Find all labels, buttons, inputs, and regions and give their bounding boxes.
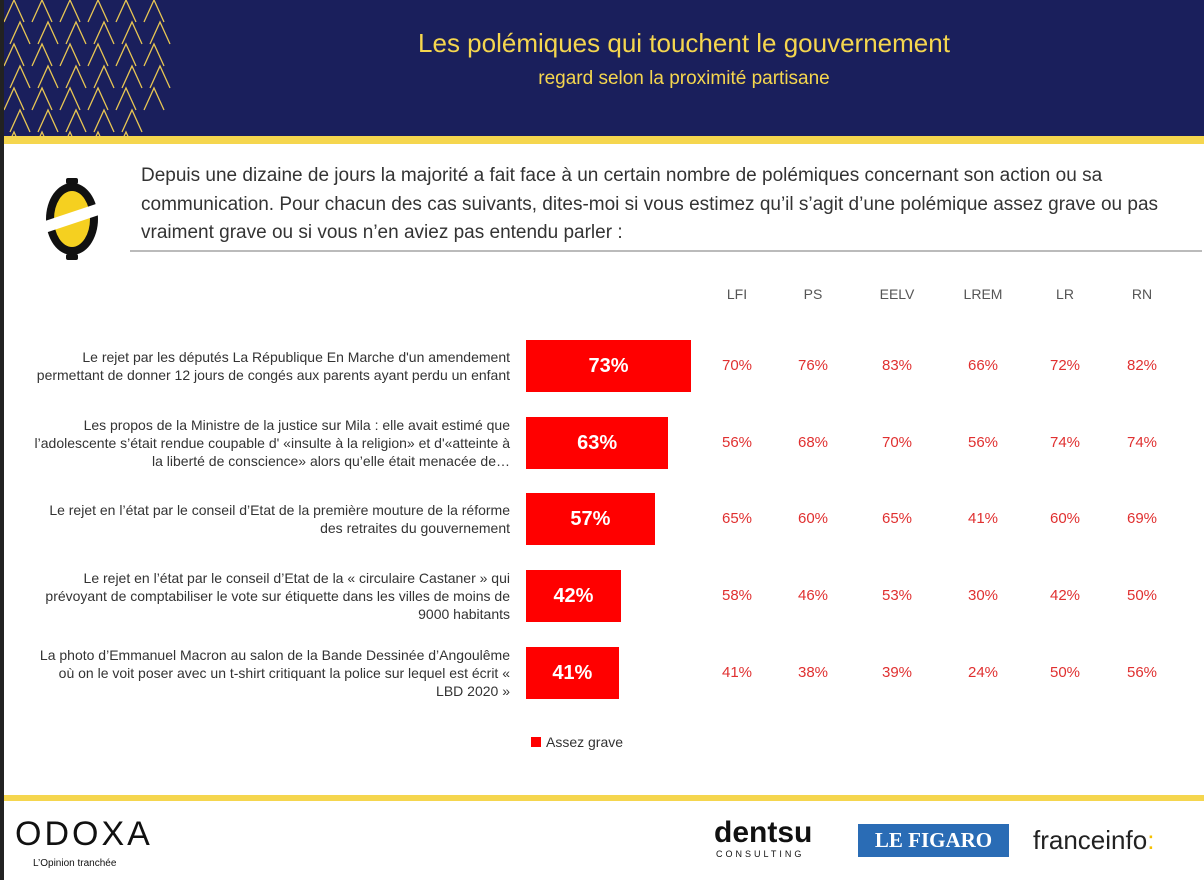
- table-cell: 60%: [1049, 510, 1081, 527]
- bar-label: 42%: [553, 584, 594, 607]
- header-banner: Les polémiques qui touchent le gouvernem…: [4, 0, 1204, 136]
- bar-label: 41%: [552, 661, 593, 684]
- franceinfo-logo: franceinfo:: [1033, 825, 1154, 856]
- question-divider: [130, 250, 1202, 252]
- dentsu-logo: dentsu: [714, 816, 813, 849]
- bar: 63%: [526, 417, 669, 469]
- table-cell: 74%: [1126, 434, 1158, 451]
- table-cell: 41%: [721, 664, 753, 681]
- dentsu-sub: CONSULTING: [716, 849, 805, 859]
- table-cell: 41%: [967, 510, 999, 527]
- bar-label: 63%: [577, 431, 618, 454]
- table-cell: 82%: [1126, 357, 1158, 374]
- table-cell: 53%: [881, 587, 913, 604]
- table-cell: 83%: [881, 357, 913, 374]
- footer-stripe: [4, 795, 1204, 801]
- bar-label: 57%: [570, 507, 611, 530]
- bar: 73%: [526, 340, 691, 392]
- legend-swatch: [531, 737, 541, 747]
- table-cell: 76%: [797, 357, 829, 374]
- category-label: Le rejet en l’état par le conseil d’Etat…: [49, 502, 510, 536]
- legend-label: Assez grave: [546, 734, 624, 750]
- table-cell: 46%: [797, 587, 829, 604]
- category-label: La photo d’Emmanuel Macron au salon de l…: [39, 647, 510, 699]
- legend: Assez grave: [531, 734, 623, 750]
- column-header: RN: [1131, 286, 1153, 302]
- header-stripe: [4, 136, 1204, 144]
- table-cell: 24%: [967, 664, 999, 681]
- odoxa-lemon-icon: [42, 178, 102, 260]
- category-label: Les propos de la Ministre de la justice …: [34, 417, 510, 469]
- column-header: LFI: [726, 286, 748, 302]
- table-cell: 42%: [1049, 587, 1081, 604]
- column-header: LR: [1056, 286, 1074, 302]
- table-cell: 56%: [1126, 664, 1158, 681]
- odoxa-tagline: L’Opinion tranchée: [33, 858, 117, 869]
- left-border: [0, 0, 4, 880]
- table-cell: 58%: [721, 587, 753, 604]
- table-cell: 30%: [967, 587, 999, 604]
- table-cell: 68%: [797, 434, 829, 451]
- table-cell: 65%: [881, 510, 913, 527]
- table-cell: 70%: [881, 434, 913, 451]
- chevron-pattern: [4, 0, 171, 136]
- table-cell: 65%: [721, 510, 753, 527]
- table-cell: 69%: [1126, 510, 1158, 527]
- table-cell: 70%: [721, 357, 753, 374]
- category-label: Le rejet en l’état par le conseil d’Etat…: [45, 570, 510, 622]
- table-cell: 60%: [797, 510, 829, 527]
- page-subtitle: regard selon la proximité partisane: [538, 68, 830, 89]
- table-cell: 72%: [1049, 357, 1081, 374]
- bar: 57%: [526, 493, 655, 545]
- franceinfo-text: franceinfo: [1033, 825, 1148, 855]
- table-cell: 50%: [1049, 664, 1081, 681]
- column-header: EELV: [879, 286, 915, 302]
- page-title: Les polémiques qui touchent le gouvernem…: [418, 28, 950, 58]
- table-cell: 56%: [967, 434, 999, 451]
- category-label: Le rejet par les députés La République E…: [36, 349, 510, 383]
- column-header: LREM: [963, 286, 1003, 302]
- column-header: PS: [803, 286, 823, 302]
- table-cell: 39%: [881, 664, 913, 681]
- table-cell: 56%: [721, 434, 753, 451]
- bar-label: 73%: [588, 354, 629, 377]
- bar: 41%: [526, 647, 619, 699]
- figaro-logo: LE FIGARO: [858, 824, 1009, 857]
- table-cell: 66%: [967, 357, 999, 374]
- franceinfo-colon: :: [1147, 825, 1155, 855]
- bar: 42%: [526, 570, 621, 622]
- table-cell: 38%: [797, 664, 829, 681]
- question-text: Depuis une dizaine de jours la majorité …: [141, 165, 1159, 243]
- table-cell: 74%: [1049, 434, 1081, 451]
- table-cell: 50%: [1126, 587, 1158, 604]
- odoxa-logo: ODOXA: [15, 815, 153, 853]
